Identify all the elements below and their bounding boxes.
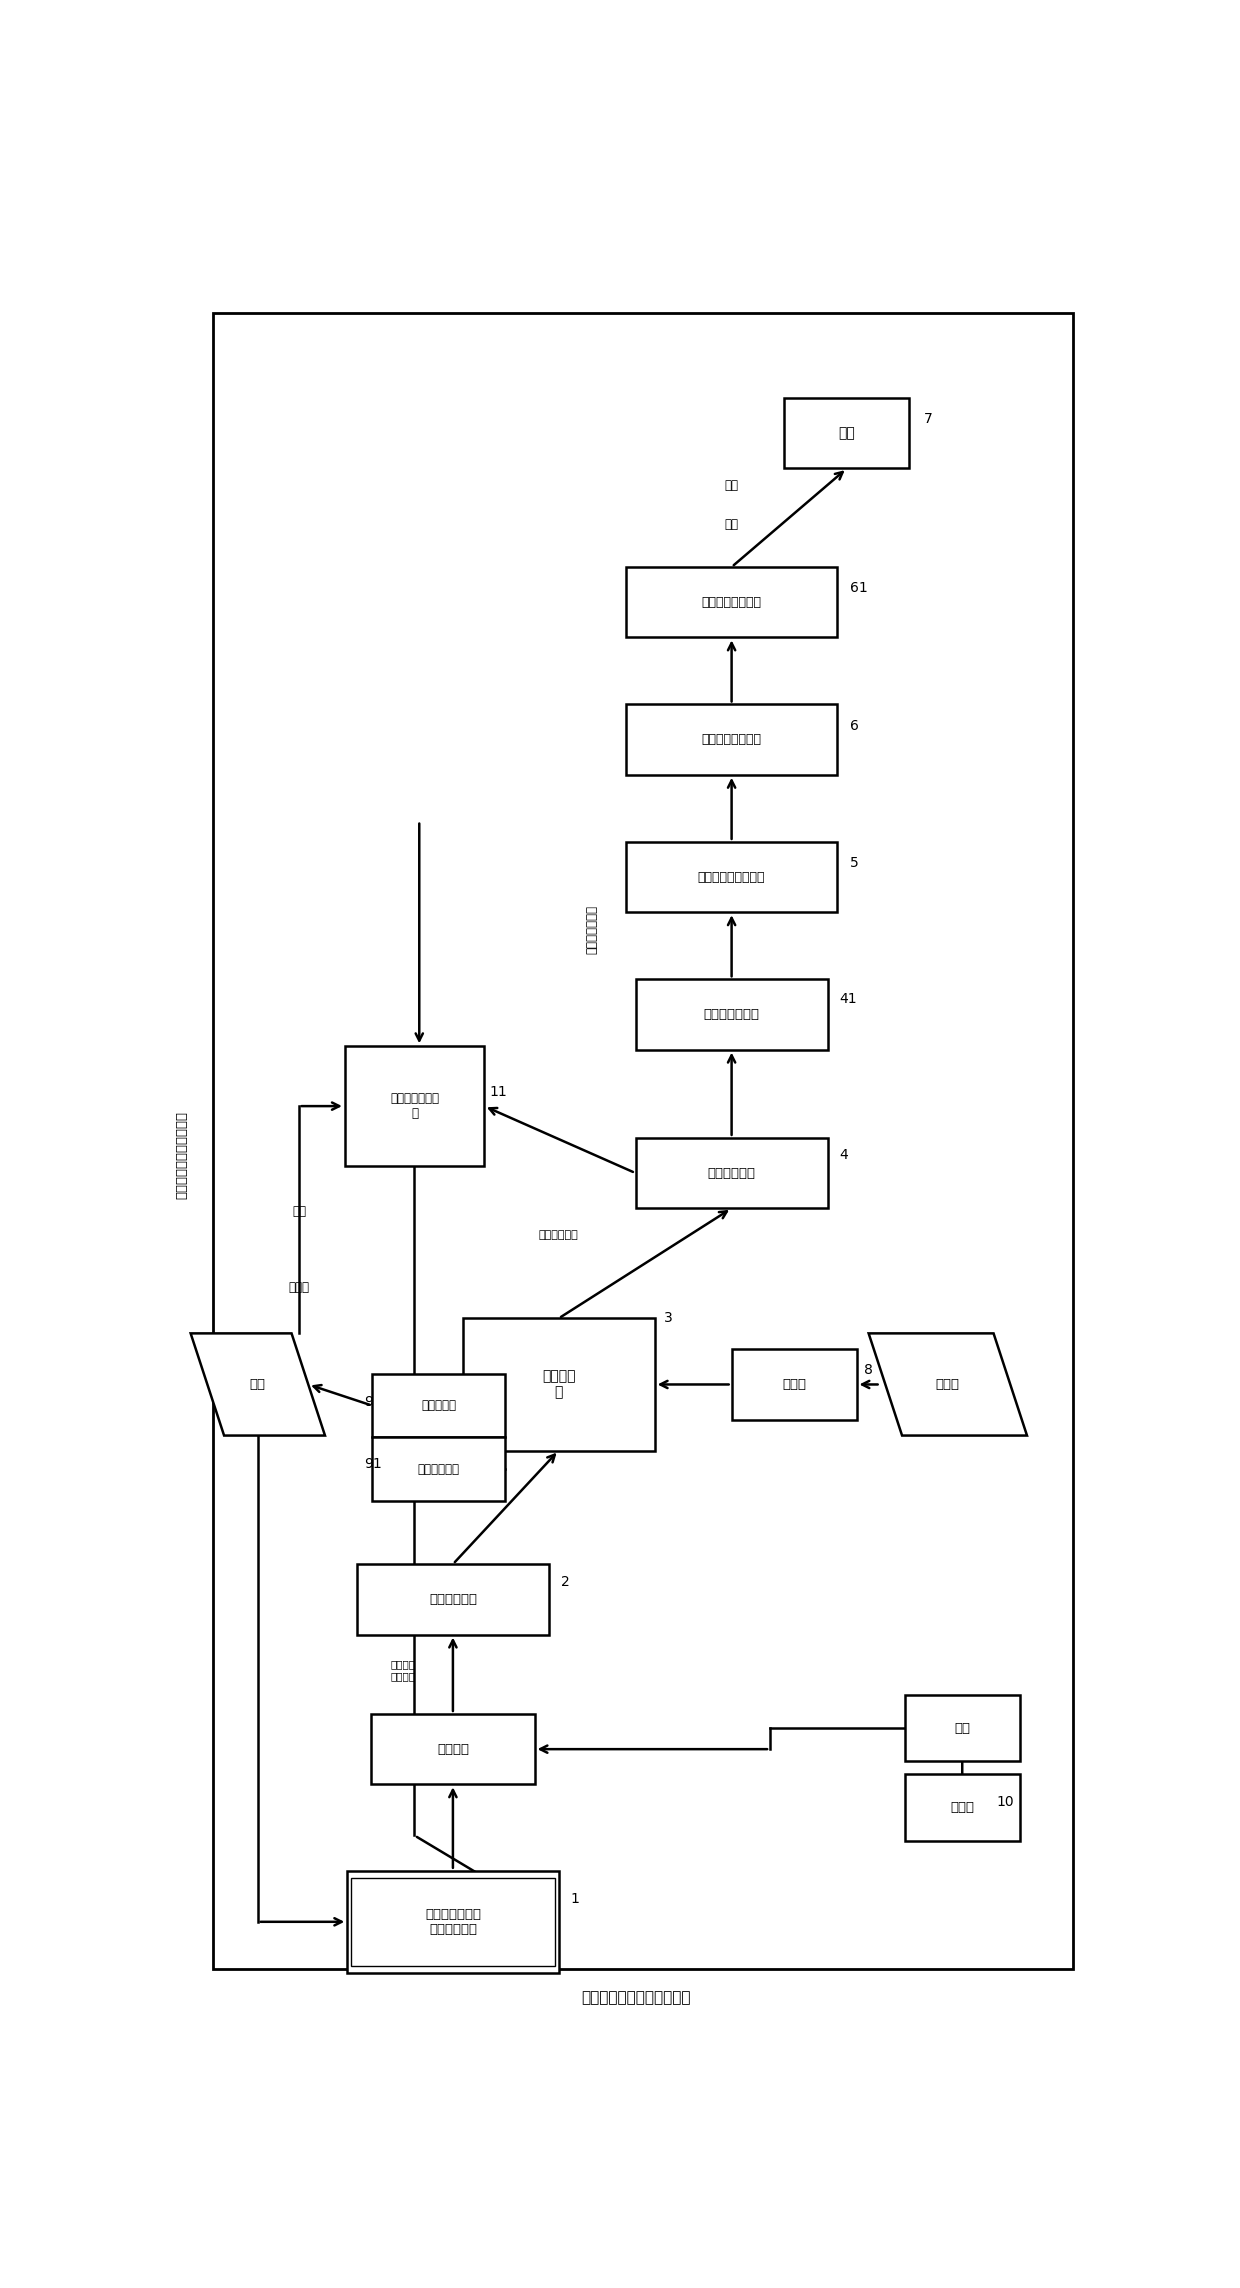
Bar bbox=[626, 842, 837, 913]
Bar bbox=[626, 705, 837, 776]
Text: 产生磁化
电磁化水: 产生磁化 电磁化水 bbox=[391, 1659, 415, 1682]
Bar bbox=[345, 1046, 484, 1167]
Bar bbox=[732, 1350, 857, 1419]
Bar bbox=[785, 398, 909, 469]
Text: 9: 9 bbox=[365, 1396, 373, 1409]
Text: 高硫煤脱硫脱锌方法及系统: 高硫煤脱硫脱锌方法及系统 bbox=[580, 1991, 691, 2004]
Text: 10: 10 bbox=[997, 1796, 1014, 1810]
Bar bbox=[213, 313, 1073, 1970]
Text: 采矿尾矿脱水装置: 采矿尾矿脱水装置 bbox=[702, 732, 761, 746]
Text: 磁水调水装置: 磁水调水装置 bbox=[429, 1592, 477, 1606]
Bar bbox=[905, 1773, 1021, 1842]
Bar bbox=[357, 1565, 549, 1634]
Text: 5: 5 bbox=[849, 856, 858, 869]
Text: 污水治理好回收循环利用: 污水治理好回收循环利用 bbox=[175, 1112, 188, 1199]
Text: 6: 6 bbox=[849, 718, 858, 732]
Text: 高硫煤: 高硫煤 bbox=[936, 1377, 960, 1391]
Bar bbox=[626, 567, 837, 638]
Text: 自带磁化装置的
磁化电解设备: 自带磁化装置的 磁化电解设备 bbox=[425, 1908, 481, 1936]
Bar bbox=[372, 1373, 505, 1437]
Text: 尾矿收集器: 尾矿收集器 bbox=[422, 1398, 456, 1412]
Text: 输送带: 输送带 bbox=[782, 1377, 806, 1391]
Text: 循环水回收处理
装: 循环水回收处理 装 bbox=[389, 1091, 439, 1121]
Bar bbox=[463, 1318, 655, 1451]
Text: 8: 8 bbox=[864, 1364, 873, 1377]
Bar bbox=[372, 1437, 505, 1501]
Text: 4: 4 bbox=[839, 1149, 848, 1162]
Text: 7: 7 bbox=[924, 412, 932, 426]
Text: 旋矿柱浮选精矿收集: 旋矿柱浮选精矿收集 bbox=[698, 869, 765, 883]
Text: 离子交换装置净化: 离子交换装置净化 bbox=[702, 595, 761, 609]
Text: 3: 3 bbox=[665, 1311, 673, 1325]
Bar bbox=[347, 1872, 559, 1972]
Text: 加温反应
炉: 加温反应 炉 bbox=[542, 1371, 575, 1400]
Text: 废气收集治理: 废气收集治理 bbox=[538, 1229, 579, 1240]
Text: 矿浆分级装置: 矿浆分级装置 bbox=[708, 1167, 755, 1181]
Bar bbox=[371, 1714, 534, 1785]
Bar bbox=[635, 979, 828, 1050]
Text: 未达标: 未达标 bbox=[289, 1281, 310, 1295]
Bar bbox=[351, 1878, 554, 1965]
Text: 精华: 精华 bbox=[249, 1377, 265, 1391]
Text: 91: 91 bbox=[365, 1457, 382, 1471]
Text: 达标: 达标 bbox=[724, 517, 739, 531]
Text: 排放: 排放 bbox=[838, 426, 856, 439]
Text: 加接系统: 加接系统 bbox=[436, 1743, 469, 1755]
Text: 2: 2 bbox=[560, 1574, 569, 1588]
Polygon shape bbox=[869, 1334, 1027, 1435]
Text: 11: 11 bbox=[490, 1085, 507, 1098]
Text: 1: 1 bbox=[570, 1892, 579, 1906]
Text: 自来水: 自来水 bbox=[950, 1801, 975, 1814]
Text: 水泵: 水泵 bbox=[955, 1721, 970, 1734]
Text: 61: 61 bbox=[849, 581, 868, 595]
Text: 废气收集装置: 废气收集装置 bbox=[418, 1462, 460, 1476]
Text: 41: 41 bbox=[839, 991, 857, 1007]
Polygon shape bbox=[191, 1334, 325, 1435]
Text: 分离液回收治理: 分离液回收治理 bbox=[585, 906, 599, 954]
Text: 达标: 达标 bbox=[293, 1206, 306, 1217]
Text: 排放: 排放 bbox=[724, 480, 739, 492]
Bar bbox=[905, 1695, 1021, 1762]
Text: 超细矿粉整装置: 超细矿粉整装置 bbox=[703, 1009, 760, 1020]
Bar bbox=[635, 1137, 828, 1208]
